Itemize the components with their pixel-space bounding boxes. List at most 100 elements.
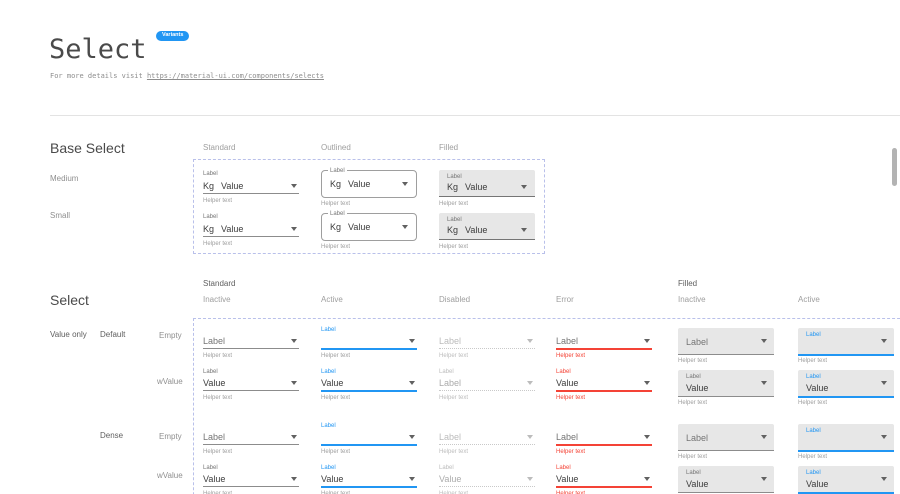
field-value-row: Value	[203, 473, 299, 485]
field-label: Label	[806, 374, 821, 380]
dropdown-arrow-icon	[409, 339, 415, 343]
base-select-outlined-small[interactable]: Label Kg Value Helper text	[321, 210, 417, 250]
filled-field-box: Label	[798, 328, 894, 356]
field-value-row: Kg Value	[330, 178, 410, 190]
select-cell-standard-disabled[interactable]: Label Helper text	[439, 326, 535, 360]
select-cell-filled-active[interactable]: Label Helper text	[798, 422, 894, 460]
field-underline	[203, 390, 299, 391]
field-value: Value	[465, 225, 488, 235]
field-value: Value	[556, 378, 579, 388]
field-value: Value	[806, 383, 829, 393]
base-row-small: Small	[50, 211, 71, 220]
helper-text: Helper text	[678, 454, 708, 460]
base-select-outlined-medium[interactable]: Label Kg Value Helper text	[321, 167, 417, 207]
field-value: Label	[203, 432, 226, 442]
field-value-row: Kg Value	[203, 180, 299, 192]
field-value-row: Value	[203, 377, 299, 389]
dropdown-arrow-icon	[409, 477, 415, 481]
field-value-row: Value	[321, 473, 417, 485]
field-label: Label	[321, 369, 336, 375]
select-cell-standard-disabled[interactable]: Label Label Helper text	[439, 368, 535, 402]
material-ui-link[interactable]: https://material-ui.com/components/selec…	[146, 72, 324, 80]
dropdown-arrow-icon	[881, 435, 887, 439]
field-label: Label	[328, 167, 347, 175]
select-cell-standard-disabled[interactable]: Label Value Helper text	[439, 464, 535, 494]
select-cell-standard-error[interactable]: Label Helper text	[556, 326, 652, 360]
select-cell-standard-error[interactable]: Label Helper text	[556, 422, 652, 456]
select-cell-standard-inactive[interactable]: Label Helper text	[203, 422, 299, 456]
field-value: Value	[465, 182, 488, 192]
dropdown-arrow-icon	[527, 381, 533, 385]
field-underline	[203, 193, 299, 194]
scrollbar-thumb[interactable]	[892, 148, 897, 186]
helper-text: Helper text	[439, 491, 469, 494]
field-value: Label	[203, 336, 226, 346]
field-value: Label	[686, 337, 709, 347]
select-cell-standard-active[interactable]: Label Value Helper text	[321, 464, 417, 494]
base-select-standard-medium[interactable]: Label Kg Value Helper text	[203, 168, 299, 206]
select-cell-standard-active[interactable]: Label Helper text	[321, 422, 417, 456]
field-label: Label	[686, 374, 701, 380]
dropdown-arrow-icon	[291, 184, 297, 188]
filled-field-box: Label Kg Value	[439, 170, 535, 197]
helper-text: Helper text	[321, 353, 351, 359]
field-value: Value	[348, 179, 371, 189]
dropdown-arrow-icon	[527, 435, 533, 439]
field-value-row: Value	[556, 377, 652, 389]
select-cell-standard-active[interactable]: Label Value Helper text	[321, 368, 417, 402]
filled-field-box: Label Value	[798, 370, 894, 398]
field-adornment: Kg	[447, 182, 459, 192]
select-state-wvalue-2: wValue	[157, 471, 183, 480]
dropdown-arrow-icon	[644, 435, 650, 439]
dropdown-arrow-icon	[881, 477, 887, 481]
dropdown-arrow-icon	[291, 339, 297, 343]
helper-text: Helper text	[439, 201, 469, 207]
dropdown-arrow-icon	[761, 339, 767, 343]
helper-text: Helper text	[203, 198, 233, 204]
field-label: Label	[556, 465, 571, 471]
select-cell-standard-error[interactable]: Label Value Helper text	[556, 368, 652, 402]
field-value: Value	[203, 378, 226, 388]
field-label: Label	[203, 171, 218, 177]
field-value-row: Kg Value	[203, 223, 299, 235]
field-underline	[439, 390, 535, 391]
select-cell-standard-active[interactable]: Label Helper text	[321, 326, 417, 360]
field-value-row: Value	[321, 377, 417, 389]
select-cell-filled-active[interactable]: Label Helper text	[798, 326, 894, 364]
helper-text: Helper text	[321, 201, 351, 207]
field-underline	[439, 486, 535, 487]
base-select-filled-small[interactable]: Label Kg Value Helper text	[439, 211, 535, 250]
select-cell-filled-inactive[interactable]: Label Helper text	[678, 326, 774, 364]
base-select-filled-medium[interactable]: Label Kg Value Helper text	[439, 168, 535, 207]
select-cell-standard-inactive[interactable]: Label Value Helper text	[203, 464, 299, 494]
helper-text: Helper text	[556, 491, 586, 494]
field-value: Label	[686, 433, 709, 443]
helper-text: Helper text	[678, 400, 708, 406]
helper-text: Helper text	[439, 244, 469, 250]
dropdown-arrow-icon	[291, 477, 297, 481]
field-value: Value	[321, 378, 344, 388]
select-col-active: Active	[321, 295, 343, 304]
select-cell-standard-disabled[interactable]: Label Helper text	[439, 422, 535, 456]
helper-text: Helper text	[321, 449, 351, 455]
select-cell-filled-inactive[interactable]: Label Helper text	[678, 422, 774, 460]
select-density-dense: Dense	[100, 431, 124, 440]
helper-text: Helper text	[203, 491, 233, 494]
select-cell-standard-error[interactable]: Label Value Helper text	[556, 464, 652, 494]
select-state-wvalue-1: wValue	[157, 377, 183, 386]
filled-field-box: Label Value	[678, 370, 774, 397]
field-value-row: Kg Value	[447, 181, 529, 193]
field-value-row: Label	[556, 335, 652, 347]
helper-text: Helper text	[203, 449, 233, 455]
field-adornment: Kg	[330, 179, 342, 189]
base-select-standard-small[interactable]: Label Kg Value Helper text	[203, 211, 299, 249]
field-value: Value	[321, 474, 344, 484]
field-underline	[321, 390, 417, 392]
select-cell-standard-inactive[interactable]: Label Value Helper text	[203, 368, 299, 402]
select-cell-standard-inactive[interactable]: Label Helper text	[203, 326, 299, 360]
subtitle-text: For more details visit	[50, 72, 147, 80]
